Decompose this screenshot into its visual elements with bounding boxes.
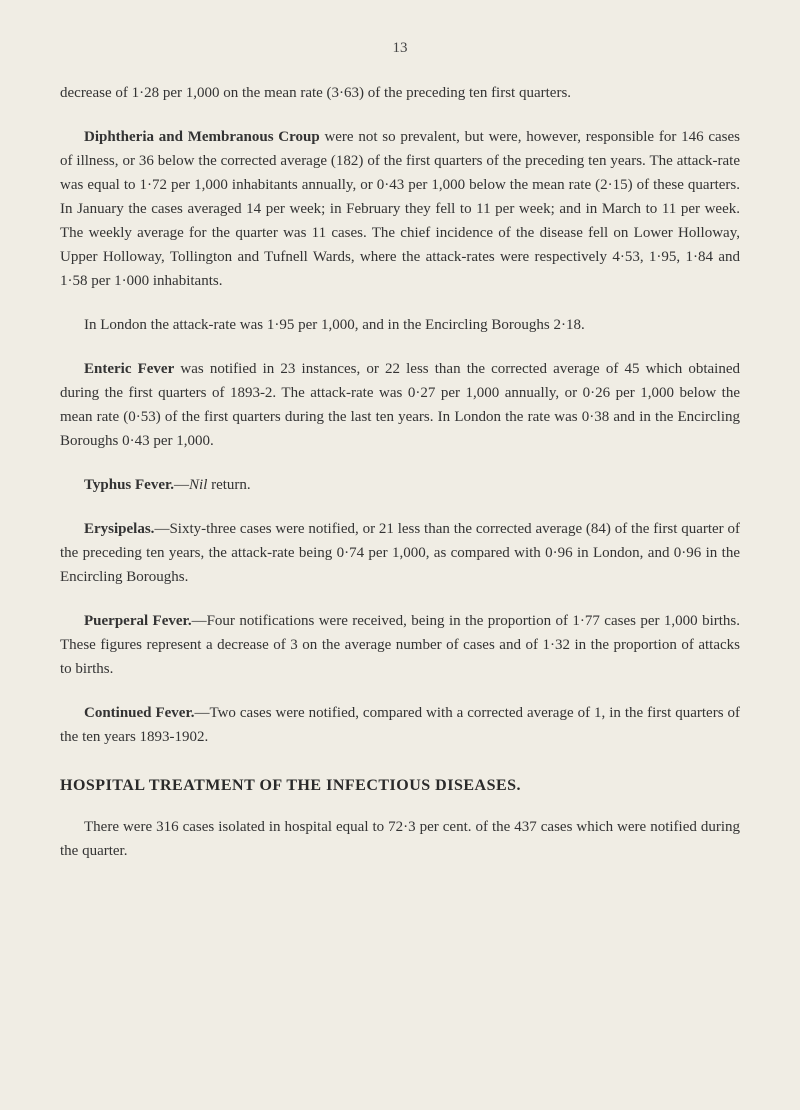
paragraph-intro: decrease of 1·28 per 1,000 on the mean r… xyxy=(60,81,740,105)
lead-typhus: Typhus Fever. xyxy=(84,477,174,493)
lead-puerperal: Puerperal Fever. xyxy=(84,613,192,629)
lead-erysipelas: Erysipelas. xyxy=(84,521,154,537)
paragraph-puerperal: Puerperal Fever.—Four notifications were… xyxy=(60,609,740,681)
lead-diphtheria: Diphtheria and Membranous Croup xyxy=(84,129,320,145)
typhus-nil: Nil xyxy=(189,477,207,493)
body-typhus: return. xyxy=(207,477,250,493)
lead-continued: Continued Fever. xyxy=(84,705,194,721)
paragraph-typhus: Typhus Fever.—Nil return. xyxy=(60,473,740,497)
paragraph-erysipelas: Erysipelas.—Sixty-three cases were notif… xyxy=(60,517,740,589)
body-erysipelas: —Sixty-three cases were notified, or 21 … xyxy=(60,521,740,585)
page-number: 13 xyxy=(60,40,740,57)
paragraph-london-rate: In London the attack-rate was 1·95 per 1… xyxy=(60,313,740,337)
section-heading-hospital: HOSPITAL TREATMENT OF THE INFECTIOUS DIS… xyxy=(60,777,740,795)
paragraph-diphtheria: Diphtheria and Membranous Croup were not… xyxy=(60,125,740,293)
document-page: 13 decrease of 1·28 per 1,000 on the mea… xyxy=(0,0,800,1110)
body-diphtheria: were not so prevalent, but were, however… xyxy=(60,129,740,289)
paragraph-hospital: There were 316 cases isolated in hospita… xyxy=(60,815,740,863)
paragraph-enteric: Enteric Fever was notified in 23 instanc… xyxy=(60,357,740,453)
lead-enteric: Enteric Fever xyxy=(84,361,174,377)
paragraph-continued: Continued Fever.—Two cases were notified… xyxy=(60,701,740,749)
